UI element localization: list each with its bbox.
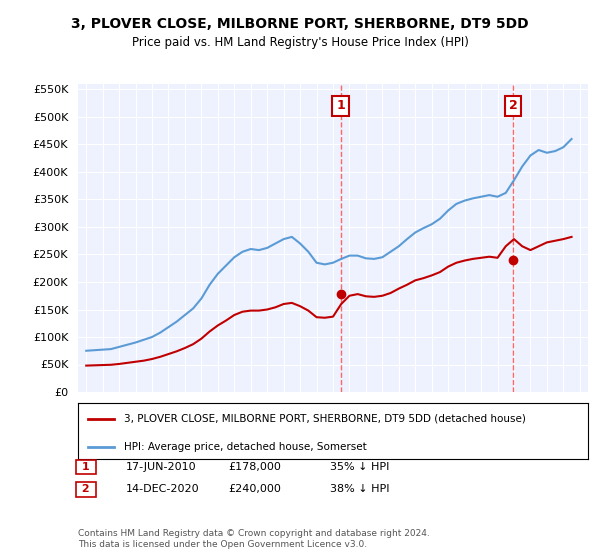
Text: 38% ↓ HPI: 38% ↓ HPI [330, 484, 389, 494]
Text: 17-JUN-2010: 17-JUN-2010 [126, 462, 197, 472]
Text: 14-DEC-2020: 14-DEC-2020 [126, 484, 200, 494]
Text: Contains HM Land Registry data © Crown copyright and database right 2024.
This d: Contains HM Land Registry data © Crown c… [78, 529, 430, 549]
Text: £178,000: £178,000 [228, 462, 281, 472]
Text: 1: 1 [78, 462, 94, 472]
Text: HPI: Average price, detached house, Somerset: HPI: Average price, detached house, Some… [124, 442, 367, 452]
Text: 1: 1 [336, 100, 345, 113]
Text: 2: 2 [78, 484, 94, 494]
Text: 3, PLOVER CLOSE, MILBORNE PORT, SHERBORNE, DT9 5DD: 3, PLOVER CLOSE, MILBORNE PORT, SHERBORN… [71, 17, 529, 31]
Text: 3, PLOVER CLOSE, MILBORNE PORT, SHERBORNE, DT9 5DD (detached house): 3, PLOVER CLOSE, MILBORNE PORT, SHERBORN… [124, 414, 526, 424]
Text: 35% ↓ HPI: 35% ↓ HPI [330, 462, 389, 472]
Text: 2: 2 [509, 100, 518, 113]
Text: £240,000: £240,000 [228, 484, 281, 494]
Text: Price paid vs. HM Land Registry's House Price Index (HPI): Price paid vs. HM Land Registry's House … [131, 36, 469, 49]
